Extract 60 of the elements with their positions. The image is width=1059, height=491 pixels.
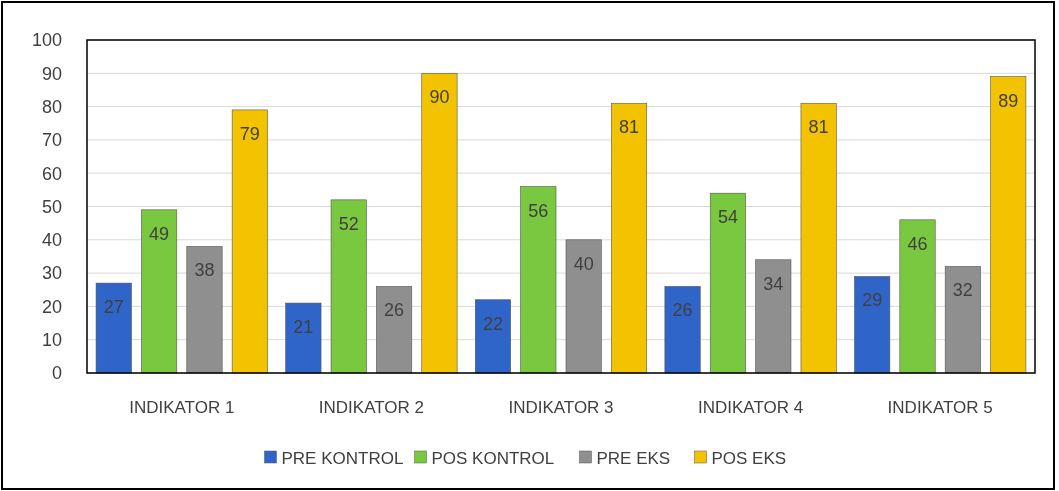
bar <box>664 286 701 374</box>
bar <box>990 76 1027 374</box>
x-tick-label: INDIKATOR 4 <box>698 398 804 417</box>
bar <box>755 259 792 374</box>
bar <box>611 102 648 374</box>
data-label: 27 <box>103 297 124 318</box>
bar <box>520 186 557 374</box>
bar <box>186 246 223 374</box>
bar <box>944 266 981 374</box>
y-tick-label: 40 <box>41 230 62 251</box>
y-tick-label: 20 <box>41 296 62 317</box>
bar <box>474 299 511 374</box>
bar <box>330 199 367 374</box>
bar <box>231 109 268 374</box>
data-label: 54 <box>717 207 738 228</box>
y-tick-label: 30 <box>41 263 62 284</box>
data-label: 32 <box>952 280 973 301</box>
legend-label: PRE KONTROL <box>281 448 404 468</box>
y-tick-label: 70 <box>41 130 62 151</box>
y-tick-label: 10 <box>41 330 62 350</box>
bar <box>854 276 891 374</box>
data-label: 21 <box>293 317 314 338</box>
bar <box>376 286 413 374</box>
data-label: 22 <box>482 313 503 334</box>
data-label: 49 <box>149 223 170 244</box>
y-tick-label: 0 <box>51 363 62 384</box>
bar <box>421 73 458 374</box>
y-tick-label: 80 <box>41 96 62 117</box>
data-label: 40 <box>573 253 594 274</box>
x-tick-label: INDIKATOR 5 <box>887 398 993 417</box>
data-label: 81 <box>808 117 829 138</box>
y-tick-label: 90 <box>41 63 62 84</box>
data-label: 81 <box>619 117 640 138</box>
legend-label: PRE EKS <box>596 448 671 468</box>
bar <box>565 239 602 374</box>
legend-label: POS EKS <box>711 448 787 468</box>
x-tick-label: INDIKATOR 3 <box>508 398 614 417</box>
data-label: 34 <box>763 273 784 294</box>
bar <box>285 302 322 374</box>
bar <box>141 209 178 374</box>
legend-label: POS KONTROL <box>431 448 555 468</box>
data-label: 29 <box>862 290 883 311</box>
bar <box>800 102 837 374</box>
bar <box>899 219 936 374</box>
y-tick-label: 50 <box>41 196 62 217</box>
data-label: 26 <box>384 300 405 321</box>
data-label: 56 <box>528 200 549 221</box>
x-tick-label: INDIKATOR 2 <box>318 398 424 417</box>
bar <box>95 282 132 374</box>
data-label: 79 <box>239 123 260 144</box>
data-label: 38 <box>194 260 215 281</box>
data-label: 46 <box>907 233 928 254</box>
y-tick-label: 100 <box>31 30 62 51</box>
bar <box>709 192 746 374</box>
data-label: 90 <box>429 87 450 108</box>
y-tick-label: 60 <box>41 163 62 184</box>
data-label: 89 <box>998 90 1019 111</box>
x-tick-label: INDIKATOR 1 <box>129 398 235 417</box>
data-label: 26 <box>672 300 693 321</box>
data-label: 52 <box>338 213 359 234</box>
